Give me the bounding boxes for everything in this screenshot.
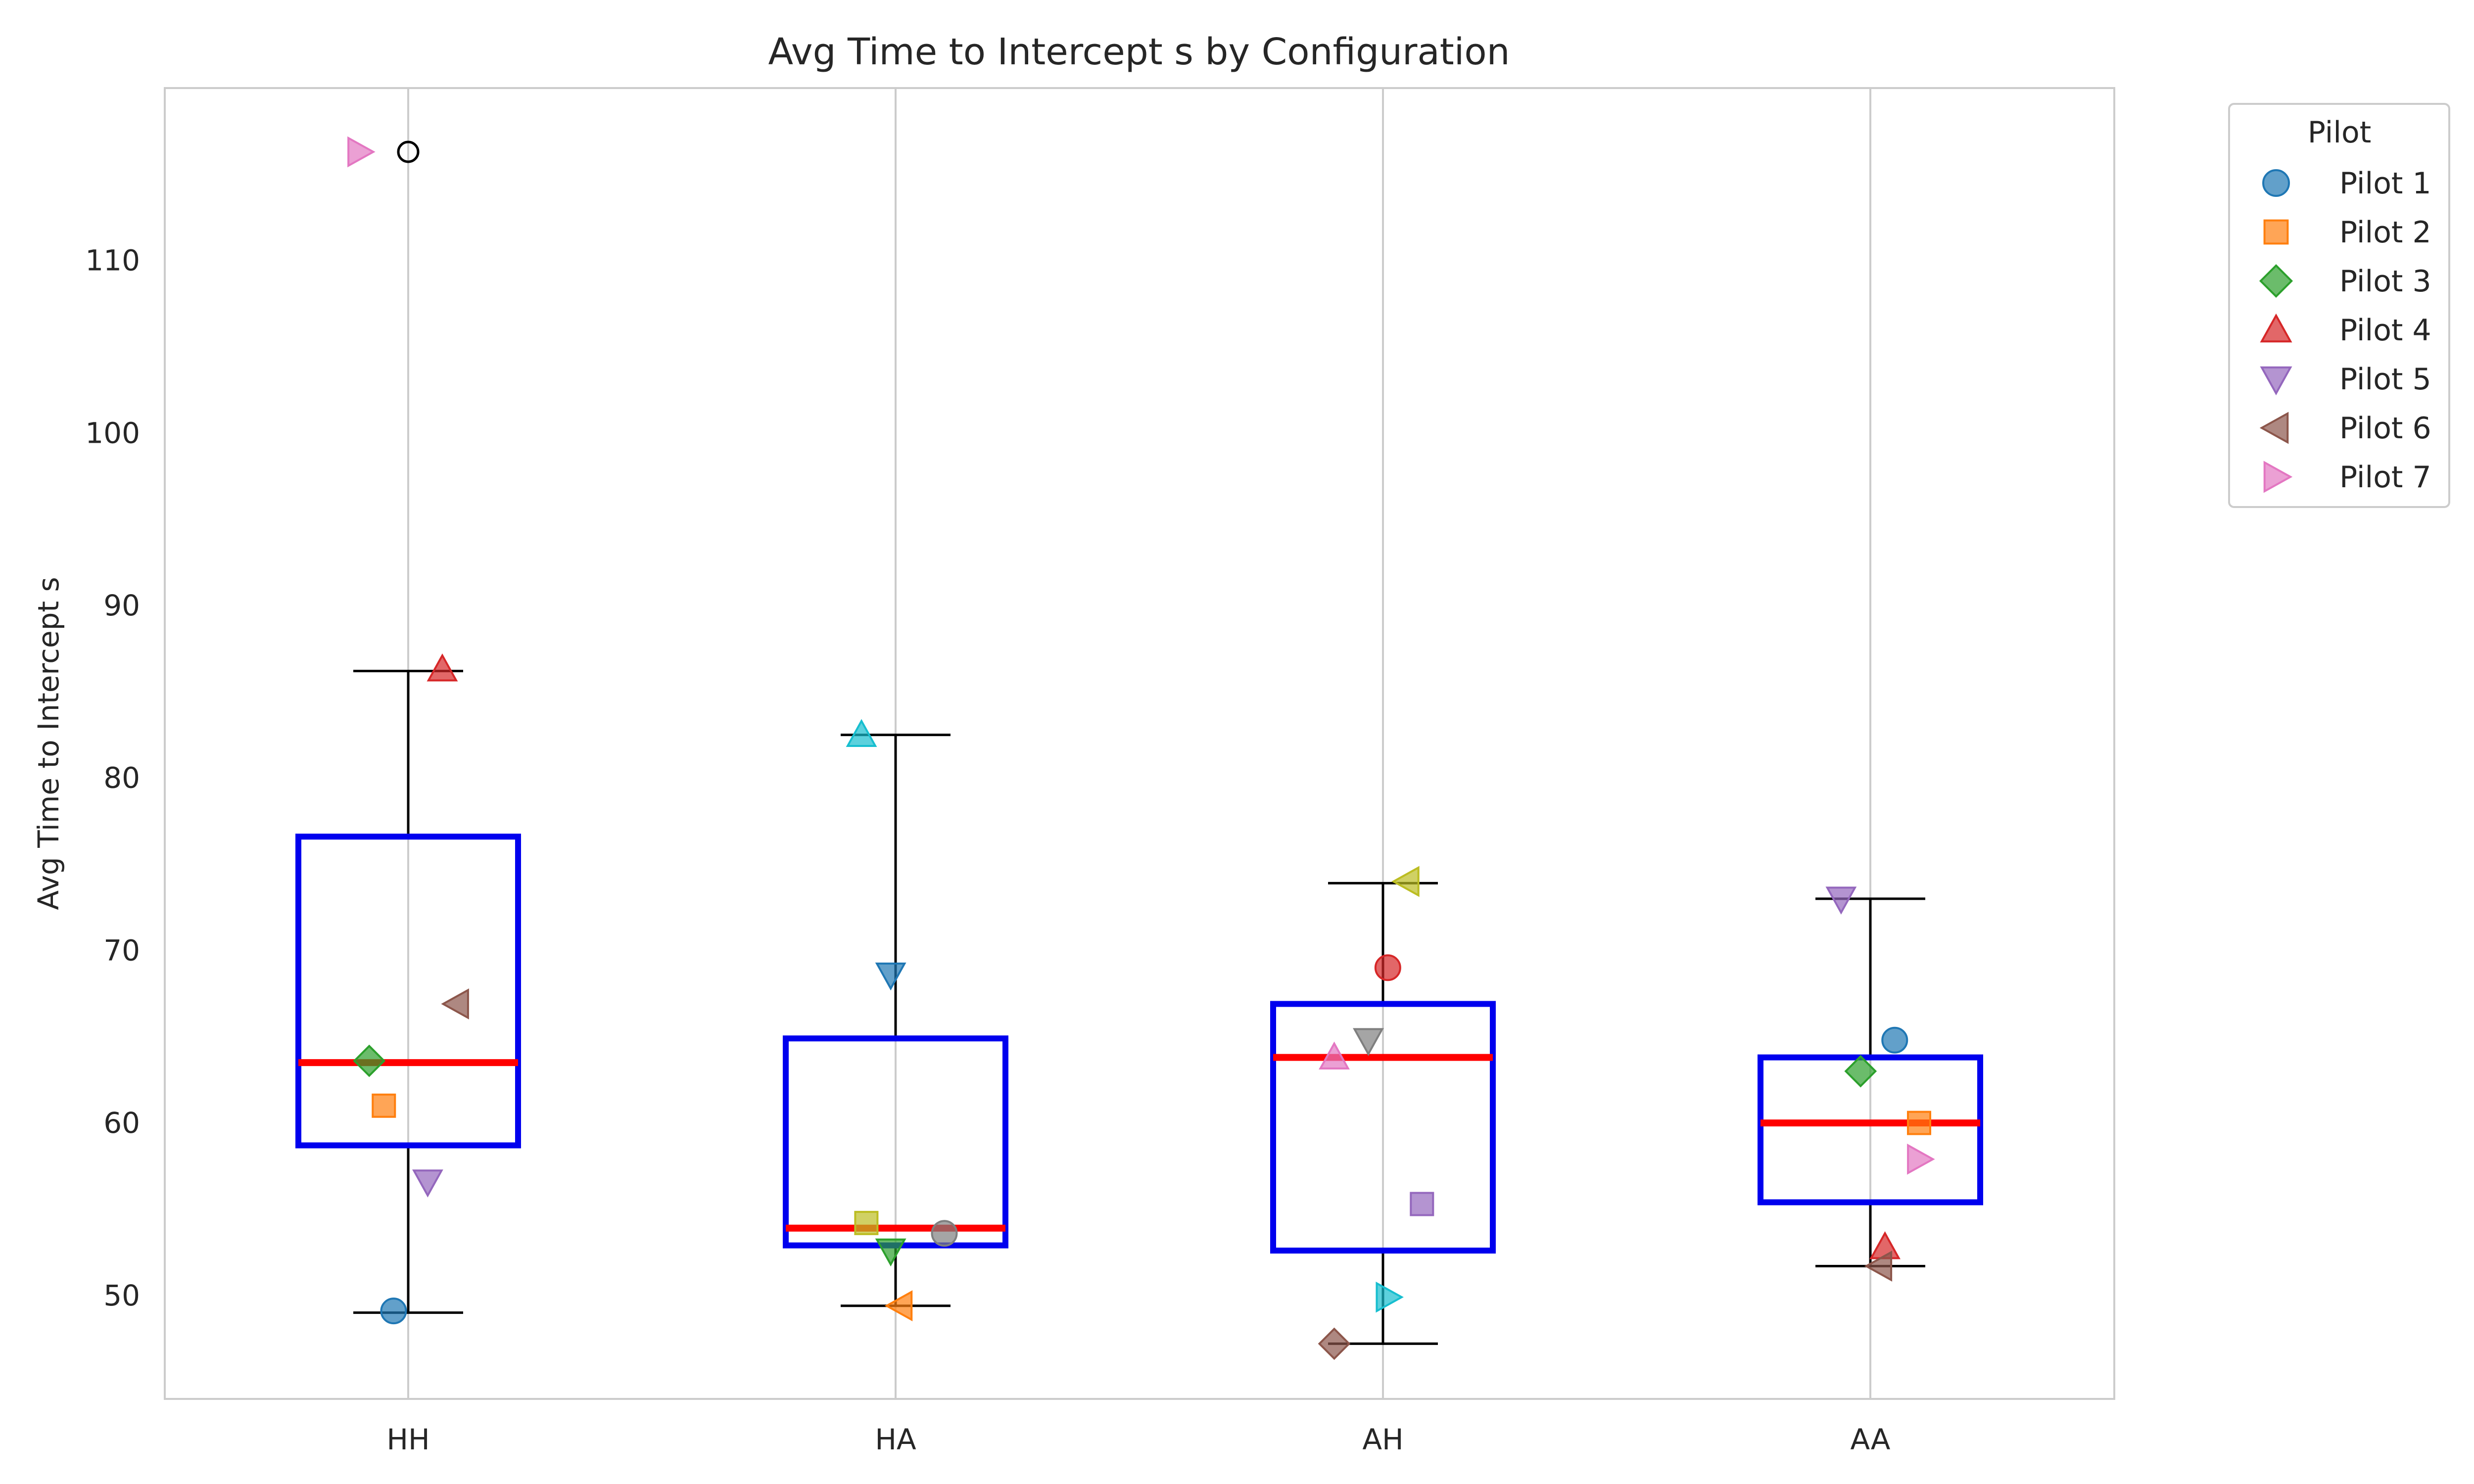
data-point [412,1169,443,1198]
legend-label: Pilot 7 [2339,460,2431,495]
data-point [380,1298,407,1325]
legend-label: Pilot 2 [2339,215,2431,250]
legend-item-6[interactable]: Pilot 6 [2259,411,2431,446]
data-point [846,719,877,747]
data-point [875,1238,906,1267]
box-aa [1758,897,1983,1268]
points-layer [347,136,1935,1360]
y-tick-label: 80 [103,761,140,795]
legend-marker [2263,219,2289,245]
x-axis: HH HA AH AA [386,1423,1890,1456]
legend-marker [2259,412,2289,444]
outlier-point [397,140,420,163]
data-point [1844,1055,1877,1088]
x-tick-label: HA [875,1423,916,1456]
y-tick-label: 50 [103,1279,140,1312]
x-tick-label: HH [386,1423,429,1456]
data-point [1907,1111,1931,1135]
data-point [1410,1192,1434,1216]
legend-label: Pilot 4 [2339,313,2431,348]
data-point [1376,1281,1404,1313]
legend-label: Pilot 5 [2339,362,2431,397]
data-point [854,1210,879,1235]
data-point [427,653,458,682]
data-point [441,988,469,1020]
legend-marker [2259,264,2293,298]
legend-item-2[interactable]: Pilot 2 [2263,215,2431,250]
legend-item-7[interactable]: Pilot 7 [2263,460,2431,495]
data-point [353,1044,386,1077]
legend-marker [2262,169,2290,197]
chart-title: Avg Time to Intercept s by Configuration [768,31,1510,73]
box-iqr [295,834,521,1149]
data-point [931,1220,958,1247]
x-tick-label: AA [1851,1423,1891,1456]
data-point [347,136,376,168]
data-point [372,1093,396,1118]
legend-title: Pilot [2308,115,2371,150]
y-tick-label: 60 [103,1106,140,1140]
plot-frame [164,87,2115,1400]
legend-label: Pilot 6 [2339,411,2431,446]
box-iqr [1270,1001,1496,1254]
data-point [1318,1327,1351,1360]
legend[interactable]: Pilot Pilot 1 Pilot 2 Pilot 3 Pilot 4 Pilot … [2228,103,2450,508]
legend-label: Pilot 1 [2339,166,2431,201]
data-point [1825,886,1857,915]
boxes-layer [295,140,1983,1345]
data-point [1864,1251,1893,1282]
legend-item-3[interactable]: Pilot 3 [2259,264,2431,299]
y-tick-label: 100 [85,416,140,450]
data-point [1319,1041,1350,1070]
y-tick-label: 90 [103,589,140,622]
box-hh [295,140,521,1314]
y-tick-label: 110 [85,244,140,278]
y-axis: 50 60 70 80 90 100 110 [85,244,140,1312]
legend-marker [2260,366,2292,396]
legend-frame [2228,103,2450,508]
legend-item-1[interactable]: Pilot 1 [2262,166,2431,201]
data-point [1374,954,1401,981]
legend-marker [2263,461,2293,493]
box-iqr [1758,1054,1983,1206]
box-ah [1270,881,1496,1345]
data-point [875,962,906,991]
y-axis-label: Avg Time to Intercept s [32,577,65,910]
data-point [884,1290,913,1322]
legend-item-5[interactable]: Pilot 5 [2260,362,2431,397]
legend-item-4[interactable]: Pilot 4 [2260,313,2431,348]
data-point [1353,1028,1384,1056]
x-tick-label: AH [1362,1423,1403,1456]
legend-label: Pilot 3 [2339,264,2431,299]
data-point [1907,1143,1935,1175]
legend-marker [2260,313,2292,343]
y-tick-label: 70 [103,933,140,967]
data-point [1391,866,1420,897]
data-point [1881,1026,1908,1054]
